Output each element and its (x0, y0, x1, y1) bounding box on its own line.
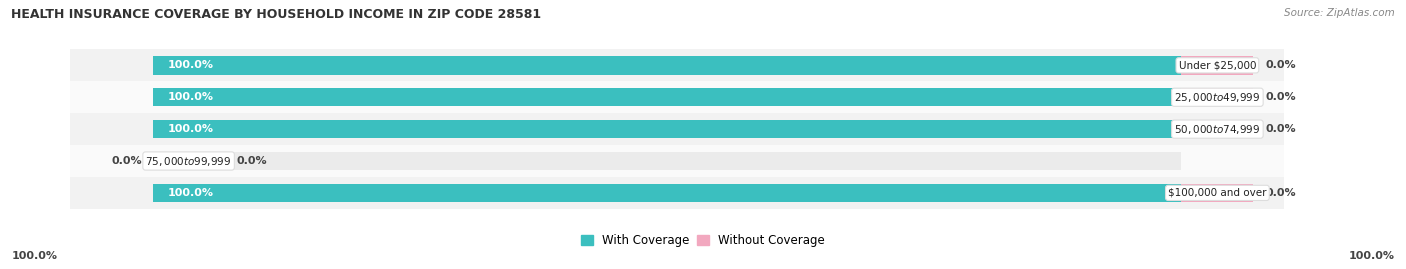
Text: Source: ZipAtlas.com: Source: ZipAtlas.com (1284, 8, 1395, 18)
Legend: With Coverage, Without Coverage: With Coverage, Without Coverage (581, 234, 825, 247)
Bar (153, 120, 1181, 138)
Text: $75,000 to $99,999: $75,000 to $99,999 (145, 154, 232, 168)
Text: 0.0%: 0.0% (238, 156, 267, 166)
Bar (153, 88, 1181, 107)
Bar (49, 177, 1284, 209)
Text: HEALTH INSURANCE COVERAGE BY HOUSEHOLD INCOME IN ZIP CODE 28581: HEALTH INSURANCE COVERAGE BY HOUSEHOLD I… (11, 8, 541, 21)
Bar (153, 56, 1181, 75)
Bar (49, 113, 1284, 145)
Text: 100.0%: 100.0% (169, 60, 214, 70)
Bar (49, 81, 1284, 113)
Text: 0.0%: 0.0% (1265, 92, 1296, 102)
Bar (153, 120, 1181, 138)
Bar (49, 49, 1284, 81)
Bar (153, 184, 1181, 202)
Text: Under $25,000: Under $25,000 (1178, 60, 1256, 70)
Bar (49, 145, 1284, 177)
Bar (1181, 88, 1253, 107)
Text: 0.0%: 0.0% (111, 156, 142, 166)
Bar (153, 56, 1181, 75)
Text: 0.0%: 0.0% (1265, 60, 1296, 70)
Text: 100.0%: 100.0% (11, 251, 58, 261)
Text: 100.0%: 100.0% (169, 92, 214, 102)
Bar (1181, 56, 1253, 75)
Text: 100.0%: 100.0% (169, 188, 214, 198)
Text: 100.0%: 100.0% (169, 124, 214, 134)
Bar (153, 184, 1181, 202)
Text: 0.0%: 0.0% (1265, 188, 1296, 198)
Text: $50,000 to $74,999: $50,000 to $74,999 (1174, 123, 1261, 136)
Text: $25,000 to $49,999: $25,000 to $49,999 (1174, 91, 1261, 104)
Bar (1181, 184, 1253, 202)
Text: 0.0%: 0.0% (1265, 124, 1296, 134)
Text: $100,000 and over: $100,000 and over (1168, 188, 1267, 198)
Text: 100.0%: 100.0% (1348, 251, 1395, 261)
Bar (1181, 120, 1253, 138)
Bar (153, 152, 225, 170)
Bar (153, 88, 1181, 107)
Bar (153, 152, 1181, 170)
